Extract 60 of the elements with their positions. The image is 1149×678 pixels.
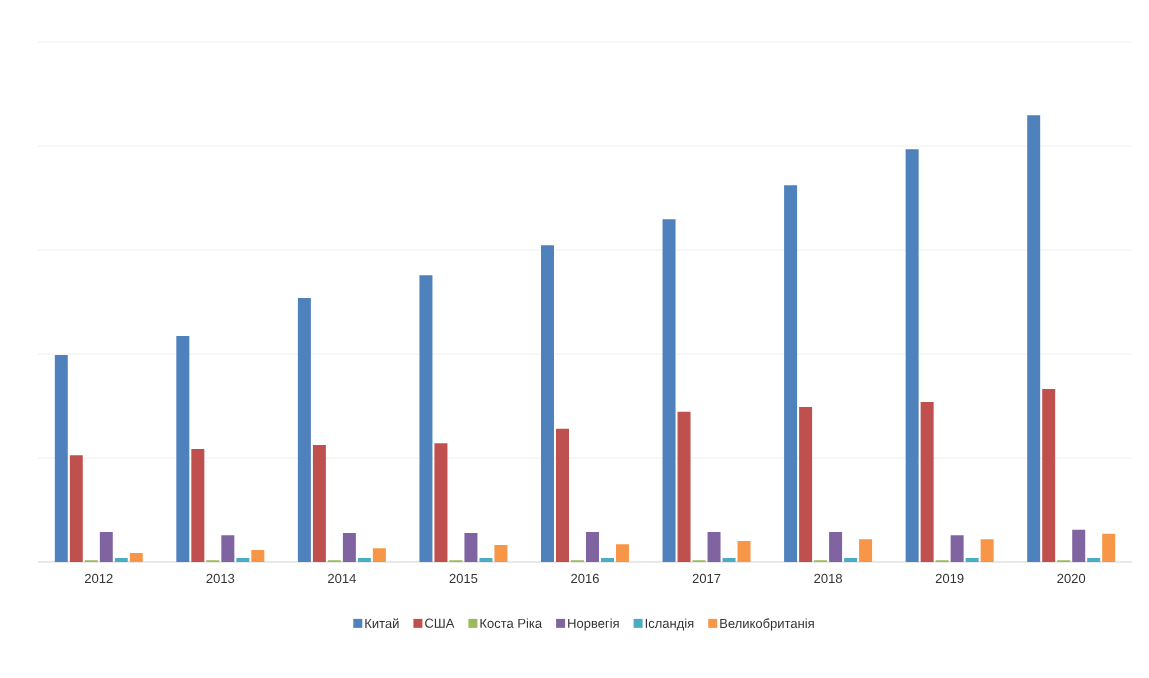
- bar: [784, 185, 798, 562]
- bar: [920, 402, 934, 562]
- bar: [1087, 557, 1101, 562]
- bar: [297, 297, 311, 562]
- x-tick-label: 2012: [84, 573, 113, 583]
- bar: [950, 535, 964, 562]
- bar: [357, 557, 371, 562]
- bar: [555, 428, 569, 562]
- bar: [342, 532, 356, 562]
- x-tick-label: 2015: [449, 573, 478, 583]
- bar: [419, 275, 433, 562]
- bar: [1027, 115, 1041, 562]
- legend-label: Норвегія: [568, 618, 619, 631]
- bar: [312, 444, 326, 562]
- bar: [99, 532, 113, 562]
- legend-label: Великобританія: [720, 618, 814, 631]
- bar: [829, 532, 843, 562]
- bar: [662, 219, 676, 562]
- legend-label: Китай: [365, 618, 399, 629]
- x-tick-label: 2016: [571, 573, 599, 583]
- bar: [114, 557, 128, 562]
- x-tick-label: 2014: [328, 573, 356, 583]
- x-tick-label: 2013: [206, 573, 235, 583]
- bar: [1072, 529, 1086, 562]
- x-tick-label: 2018: [814, 573, 842, 583]
- bar: [707, 532, 721, 562]
- bar: [176, 335, 190, 562]
- bar: [221, 535, 235, 562]
- bar: [737, 541, 751, 562]
- x-tick-label: 2020: [1057, 573, 1086, 583]
- bar: [69, 455, 83, 562]
- bar: [434, 443, 448, 562]
- bar: [236, 557, 250, 562]
- bar: [54, 355, 68, 562]
- bar: [600, 557, 614, 562]
- bar: [191, 448, 205, 562]
- legend-label: Коста Ріка: [480, 618, 543, 628]
- bar: [1042, 389, 1056, 562]
- bar: [965, 557, 979, 562]
- bar: [799, 406, 813, 562]
- bar: [585, 532, 599, 562]
- bar: [905, 149, 919, 562]
- bar: [464, 532, 478, 562]
- bar: [1102, 533, 1116, 562]
- bar: [251, 549, 265, 562]
- bar: [615, 544, 629, 562]
- bar: [722, 557, 736, 562]
- bar: [372, 548, 386, 562]
- bar: [479, 557, 493, 562]
- bar: [494, 545, 508, 562]
- bar: [980, 539, 994, 562]
- legend-label: Ісландія: [645, 618, 694, 631]
- bar: [129, 553, 143, 562]
- legend-label: США: [425, 618, 455, 628]
- x-tick-label: 2019: [935, 573, 964, 583]
- bar: [540, 245, 554, 562]
- bar: [677, 411, 691, 562]
- bar: [859, 539, 873, 562]
- bar: [844, 557, 858, 562]
- x-tick-label: 2017: [692, 573, 721, 583]
